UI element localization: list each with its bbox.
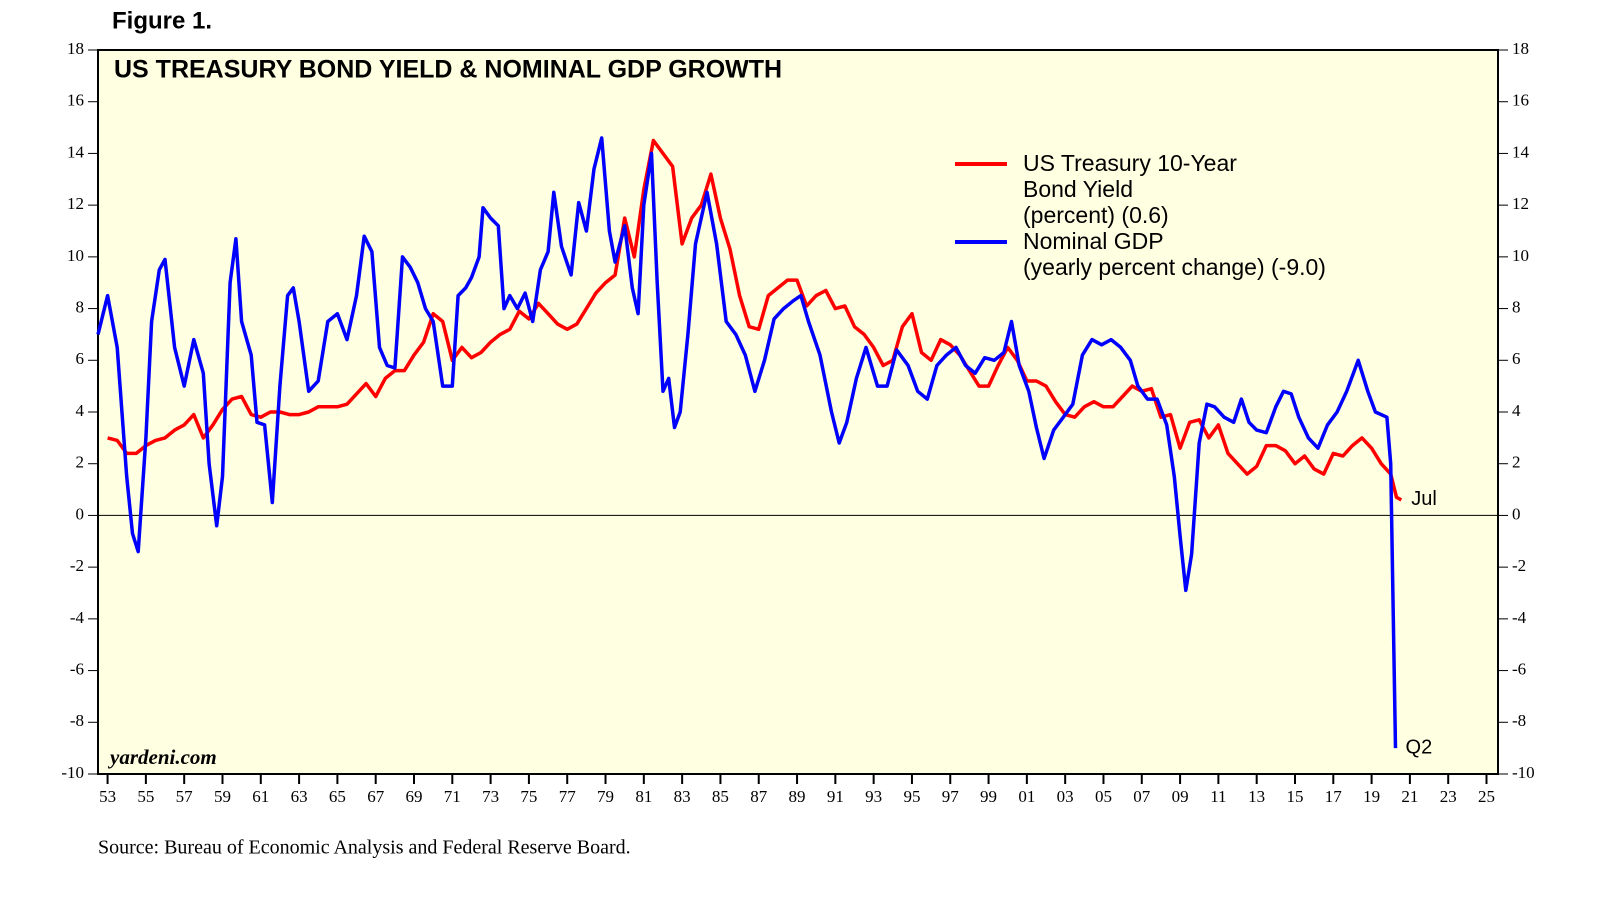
y-tick-label: 10 xyxy=(67,246,84,265)
y2-tick-label: 0 xyxy=(1512,504,1521,523)
x-tick-label: 93 xyxy=(865,787,882,806)
x-tick-label: 57 xyxy=(176,787,194,806)
legend-label: US Treasury 10-Year Bond Yield (percent)… xyxy=(1023,150,1237,228)
y2-tick-label: -4 xyxy=(1512,608,1527,627)
source-note: Source: Bureau of Economic Analysis and … xyxy=(98,837,631,859)
x-tick-label: 17 xyxy=(1325,787,1343,806)
x-tick-label: 23 xyxy=(1440,787,1457,806)
x-tick-label: 99 xyxy=(980,787,997,806)
legend-item: Nominal GDP (yearly percent change) (-9.… xyxy=(955,228,1326,280)
y-tick-label: -8 xyxy=(70,711,84,730)
x-tick-label: 15 xyxy=(1286,787,1303,806)
y-tick-label: 0 xyxy=(76,504,85,523)
x-tick-label: 87 xyxy=(750,787,768,806)
legend-label: Nominal GDP (yearly percent change) (-9.… xyxy=(1023,228,1326,280)
x-tick-label: 59 xyxy=(214,787,231,806)
x-tick-label: 01 xyxy=(1018,787,1035,806)
x-tick-label: 21 xyxy=(1401,787,1418,806)
x-tick-label: 75 xyxy=(520,787,537,806)
x-tick-label: 19 xyxy=(1363,787,1380,806)
x-tick-label: 89 xyxy=(789,787,806,806)
y2-tick-label: 8 xyxy=(1512,297,1521,316)
legend: US Treasury 10-Year Bond Yield (percent)… xyxy=(955,150,1326,280)
y-tick-label: 6 xyxy=(76,349,85,368)
y-tick-label: -6 xyxy=(70,659,84,678)
y-tick-label: 14 xyxy=(67,142,85,161)
end-label: Q2 xyxy=(1406,736,1433,758)
x-tick-label: 69 xyxy=(406,787,423,806)
series-line xyxy=(96,136,1398,749)
y-tick-label: 12 xyxy=(67,194,84,213)
x-tick-label: 85 xyxy=(712,787,729,806)
y-tick-label: 4 xyxy=(76,401,85,420)
x-tick-label: 95 xyxy=(903,787,920,806)
x-tick-label: 13 xyxy=(1248,787,1265,806)
x-tick-label: 07 xyxy=(1133,787,1151,806)
y-tick-label: 8 xyxy=(76,297,85,316)
y2-tick-label: 2 xyxy=(1512,453,1521,472)
y2-tick-label: 12 xyxy=(1512,194,1529,213)
x-tick-label: 09 xyxy=(1172,787,1189,806)
y2-tick-label: 14 xyxy=(1512,142,1530,161)
x-tick-label: 53 xyxy=(99,787,116,806)
series-line xyxy=(107,138,1403,502)
plot-area xyxy=(97,49,1499,775)
y-tick-label: -2 xyxy=(70,556,84,575)
y2-tick-label: 4 xyxy=(1512,401,1521,420)
x-tick-label: 71 xyxy=(444,787,461,806)
y2-tick-label: -10 xyxy=(1512,763,1535,782)
watermark: yardeni.com xyxy=(107,745,217,769)
x-tick-label: 05 xyxy=(1095,787,1112,806)
y-tick-label: -4 xyxy=(70,608,85,627)
y2-tick-label: -8 xyxy=(1512,711,1526,730)
legend-swatch xyxy=(955,240,1007,244)
x-tick-label: 61 xyxy=(252,787,269,806)
x-tick-label: 67 xyxy=(367,787,385,806)
y-tick-label: -10 xyxy=(61,763,84,782)
y2-tick-label: 10 xyxy=(1512,246,1529,265)
y2-tick-label: -6 xyxy=(1512,659,1526,678)
y-tick-label: 2 xyxy=(76,453,85,472)
x-tick-label: 11 xyxy=(1210,787,1226,806)
end-label: Jul xyxy=(1411,488,1437,510)
y-tick-label: 16 xyxy=(67,91,84,110)
y2-tick-label: -2 xyxy=(1512,556,1526,575)
x-tick-label: 77 xyxy=(559,787,577,806)
chart-title: US TREASURY BOND YIELD & NOMINAL GDP GRO… xyxy=(114,56,782,84)
y-tick-label: 18 xyxy=(67,39,84,58)
x-tick-label: 91 xyxy=(827,787,844,806)
y2-tick-label: 16 xyxy=(1512,91,1529,110)
x-tick-label: 03 xyxy=(1057,787,1074,806)
y2-tick-label: 18 xyxy=(1512,39,1529,58)
figure-label: Figure 1. xyxy=(112,7,212,34)
x-tick-label: 63 xyxy=(291,787,308,806)
x-tick-label: 83 xyxy=(674,787,691,806)
x-tick-label: 65 xyxy=(329,787,346,806)
x-tick-label: 25 xyxy=(1478,787,1495,806)
x-tick-label: 81 xyxy=(635,787,652,806)
y2-tick-label: 6 xyxy=(1512,349,1521,368)
x-tick-label: 79 xyxy=(597,787,614,806)
x-tick-label: 73 xyxy=(482,787,499,806)
legend-swatch xyxy=(955,162,1007,166)
x-tick-label: 97 xyxy=(942,787,960,806)
legend-item: US Treasury 10-Year Bond Yield (percent)… xyxy=(955,150,1326,228)
x-tick-label: 55 xyxy=(137,787,154,806)
